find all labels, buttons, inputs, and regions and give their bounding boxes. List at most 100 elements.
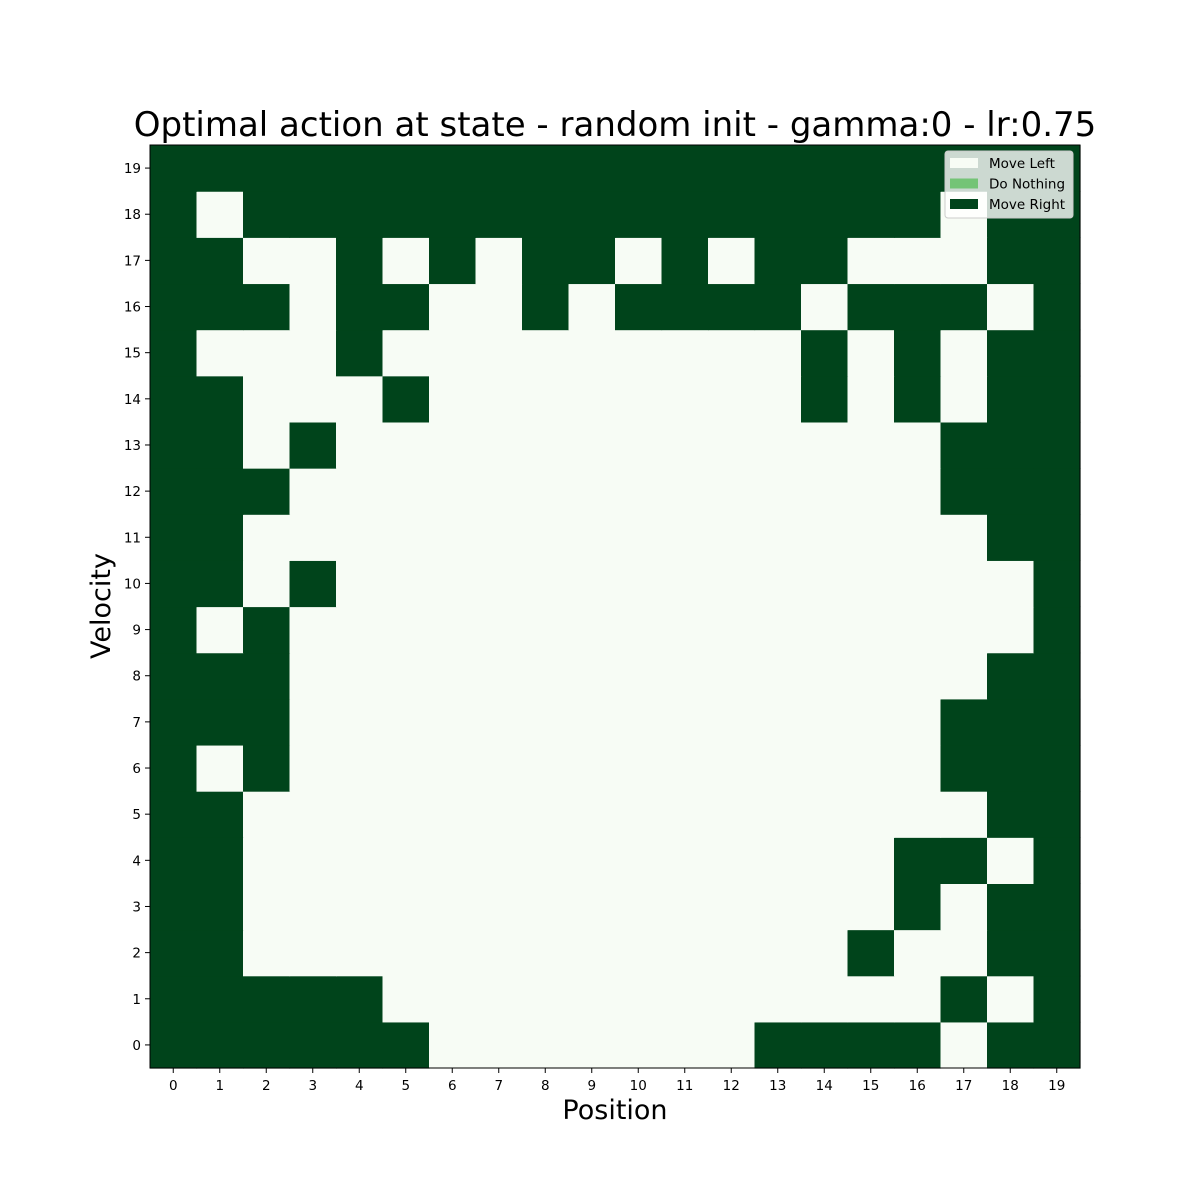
heatmap-cell	[243, 237, 291, 285]
heatmap-cell	[661, 468, 709, 515]
y-tick-label: 4	[132, 853, 141, 869]
heatmap-cell	[940, 652, 988, 700]
heatmap-cell	[987, 514, 1035, 561]
heatmap-cell	[289, 375, 337, 423]
heatmap-cell	[382, 421, 430, 469]
heatmap-cell	[847, 1021, 895, 1069]
heatmap-cell	[429, 560, 477, 608]
chart-title: Optimal action at state - random init - …	[134, 105, 1097, 145]
heatmap-cell	[894, 1021, 942, 1069]
heatmap-cell	[987, 791, 1035, 838]
heatmap-cell	[150, 421, 198, 469]
heatmap-cell	[708, 191, 756, 238]
heatmap-cell	[1033, 744, 1081, 792]
heatmap-cell	[615, 791, 663, 838]
y-tick-label: 13	[124, 438, 141, 454]
heatmap-cell	[243, 698, 291, 746]
heatmap-cell	[289, 329, 337, 377]
heatmap-cell	[894, 191, 942, 238]
heatmap-cell	[522, 975, 570, 1023]
heatmap-cell	[336, 237, 384, 285]
heatmap-cell	[847, 975, 895, 1023]
heatmap-cell	[987, 837, 1035, 884]
heatmap-cell	[289, 283, 337, 331]
heatmap-cell	[336, 606, 384, 654]
heatmap-cell	[382, 883, 430, 931]
heatmap-cell	[475, 560, 523, 608]
heatmap-cell	[847, 744, 895, 792]
heatmap-cell	[382, 191, 430, 238]
heatmap-cell	[382, 375, 430, 423]
heatmap-cell	[568, 929, 616, 977]
heatmap-cell	[522, 744, 570, 792]
heatmap-cell	[568, 145, 616, 192]
heatmap-cell	[382, 929, 430, 977]
heatmap-cell	[754, 791, 802, 838]
heatmap-cell	[196, 145, 244, 192]
heatmap-cell	[243, 791, 291, 838]
heatmap-cell	[475, 698, 523, 746]
x-tick-label: 8	[541, 1078, 550, 1094]
heatmap-cell	[243, 468, 291, 515]
heatmap-cell	[754, 698, 802, 746]
heatmap-cell	[243, 1021, 291, 1069]
heatmap-cell	[708, 468, 756, 515]
heatmap-cell	[801, 145, 849, 192]
heatmap-cell	[336, 744, 384, 792]
heatmap-cell	[429, 191, 477, 238]
x-tick-label: 2	[262, 1078, 271, 1094]
heatmap-cell	[475, 145, 523, 192]
heatmap-cell	[382, 145, 430, 192]
heatmap-cell	[429, 698, 477, 746]
heatmap-cell	[987, 421, 1035, 469]
heatmap-cell	[475, 514, 523, 561]
heatmap-cell	[987, 329, 1035, 377]
heatmap-cell	[289, 652, 337, 700]
heatmap-cell	[754, 744, 802, 792]
heatmap-cell	[243, 329, 291, 377]
heatmap-cell	[522, 837, 570, 884]
heatmap-cell	[196, 606, 244, 654]
heatmap-cell	[243, 283, 291, 331]
heatmap-cell	[801, 560, 849, 608]
heatmap-cell	[522, 652, 570, 700]
x-tick-label: 15	[862, 1078, 879, 1094]
heatmap-cell	[801, 329, 849, 377]
heatmap-cell	[568, 1021, 616, 1069]
heatmap-cell	[429, 652, 477, 700]
heatmap-cell	[1033, 560, 1081, 608]
heatmap-cell	[382, 606, 430, 654]
y-tick-label: 19	[124, 161, 141, 177]
heatmap-cell	[289, 606, 337, 654]
heatmap-cell	[336, 191, 384, 238]
x-axis-label: Position	[562, 1095, 667, 1126]
heatmap-cell	[382, 1021, 430, 1069]
heatmap-cell	[150, 375, 198, 423]
heatmap-cell	[940, 929, 988, 977]
heatmap-cell	[196, 698, 244, 746]
heatmap-cell	[568, 329, 616, 377]
heatmap-cell	[894, 560, 942, 608]
heatmap-cell	[522, 698, 570, 746]
heatmap-cell	[196, 652, 244, 700]
heatmap-cell	[754, 468, 802, 515]
heatmap-cell	[336, 375, 384, 423]
heatmap-cell	[1033, 929, 1081, 977]
heatmap-cell	[382, 560, 430, 608]
y-tick-label: 15	[124, 346, 141, 362]
heatmap-cell	[568, 652, 616, 700]
heatmap-cell	[661, 560, 709, 608]
heatmap-cell	[150, 652, 198, 700]
heatmap-cell	[1033, 652, 1081, 700]
plot-frame	[149, 144, 1081, 1069]
heatmap-cell	[661, 145, 709, 192]
heatmap-cell	[1033, 883, 1081, 931]
heatmap-cell	[847, 837, 895, 884]
heatmap-cell	[754, 329, 802, 377]
heatmap-cell	[987, 929, 1035, 977]
y-tick-label: 6	[132, 761, 141, 777]
heatmap-cell	[940, 1021, 988, 1069]
heatmap-cell	[801, 929, 849, 977]
heatmap-cell	[801, 468, 849, 515]
